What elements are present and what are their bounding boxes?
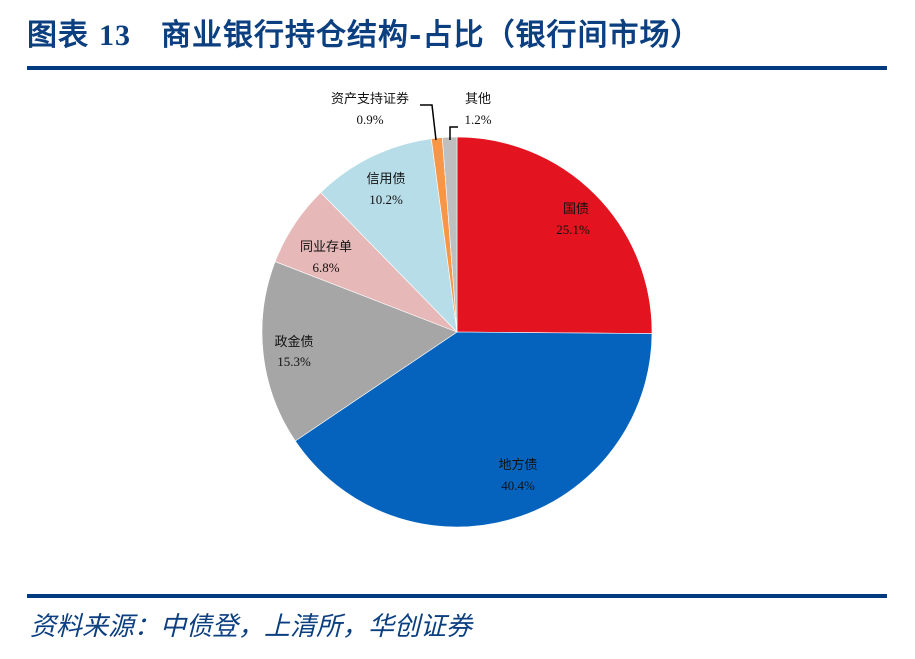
leader-line-abs [420,104,437,141]
pie-slice-0 [456,136,653,334]
label-abs-name: 资产支持证券 [331,91,409,107]
label-zhengjinzhai-pct: 15.3% [277,354,311,369]
label-guozhai-name: 国债 [563,202,589,217]
pie-slices [261,136,653,528]
label-tongyecundan-pct: 6.8% [312,260,339,275]
label-xinyongzhai-name: 信用债 [366,172,405,187]
label-tongyecundan-name: 同业存单 [300,240,352,255]
pie-slice-4 [320,138,458,333]
source-note: 资料来源：中债登，上清所，华创证券 [30,612,473,642]
pie-slice-1 [294,331,653,528]
chart-title: 商业银行持仓结构-占比（银行间市场） [161,18,702,53]
pie-slice-2 [261,261,458,442]
label-zhengjinzhai-name: 政金债 [274,334,313,350]
leader-line-other [449,126,458,140]
label-xinyongzhai-pct: 10.2% [369,192,403,207]
header-divider [27,66,887,70]
label-difangzhai-pct: 40.4% [501,478,535,493]
label-abs-pct: 0.9% [356,112,383,127]
label-other-name: 其他 [465,92,491,107]
figure-number: 13 [99,19,131,52]
label-difangzhai-name: 地方债 [498,457,537,473]
label-guozhai-pct: 25.1% [556,222,590,237]
slice-labels: 国债 25.1% 地方债 40.4% 政金债 15.3% 同业存单 6.8% 信… [274,91,589,493]
label-other-pct: 1.2% [464,112,491,127]
footer-divider [27,594,887,598]
figure-title: 图表 13 商业银行持仓结构-占比（银行间市场） [27,10,701,54]
figure-label: 图表 [27,18,89,53]
